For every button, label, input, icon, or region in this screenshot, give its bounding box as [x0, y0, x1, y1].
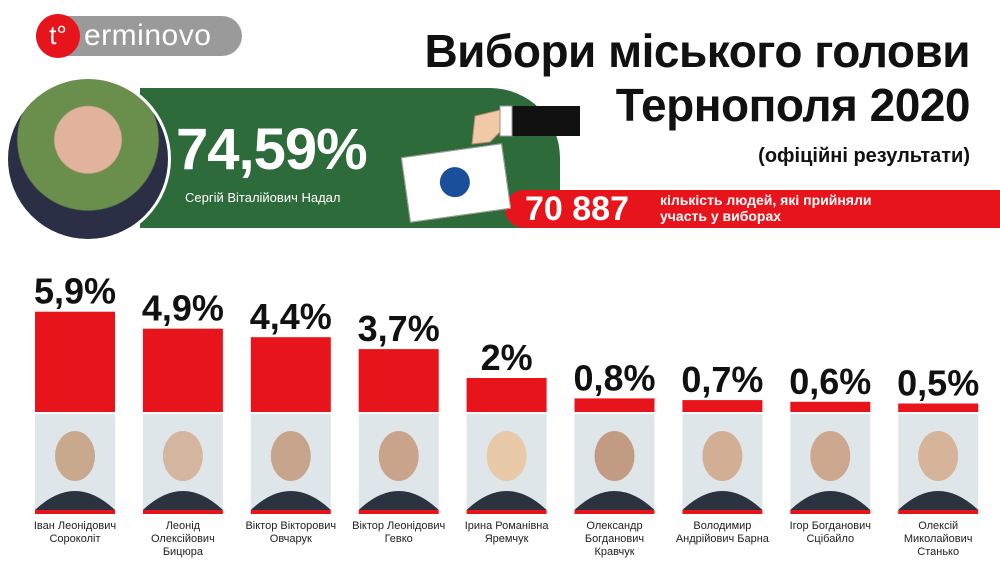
logo-text: erminovo [84, 19, 212, 52]
candidate-face [594, 431, 635, 481]
candidate-face [918, 431, 959, 481]
candidate-name: Іван Леонідович Сороколіт [33, 520, 117, 545]
bar [898, 403, 979, 412]
logo-mark: t° [36, 14, 80, 58]
value-label: 4,9% [142, 288, 224, 329]
bar [682, 400, 763, 412]
candidate-body [790, 491, 871, 510]
candidate-name: Ігор Богданович Сцібайло [789, 520, 871, 545]
candidate-face [378, 431, 419, 481]
photo-underline [682, 510, 763, 514]
candidate-name: Віктор Вікторович Овчарук [245, 520, 337, 545]
candidate-face [55, 431, 95, 481]
bar [358, 349, 439, 412]
candidate-face [162, 431, 203, 481]
turnout-label: кількість людей, які прийняли участь у в… [660, 192, 872, 224]
candidate-face [270, 431, 311, 481]
candidate-face [486, 431, 527, 481]
bar [574, 398, 655, 412]
bar [790, 401, 871, 412]
candidate-body [898, 491, 979, 510]
candidate-body [574, 491, 655, 510]
candidate-body [250, 491, 331, 510]
candidate-face [810, 431, 851, 481]
title: Вибори міського голови Тернополя 2020 [424, 25, 970, 131]
turnout-band [505, 190, 1000, 228]
candidate-name: Олександр Богданович Кравчук [584, 520, 645, 558]
bar [142, 328, 223, 412]
photo-underline [358, 510, 439, 514]
photo-underline [142, 510, 223, 514]
turnout-value: 70 887 [525, 190, 629, 228]
photo-underline [574, 510, 655, 514]
candidate-name: Ірина Романівна Яремчук [464, 520, 549, 545]
bar [35, 311, 115, 412]
photo-underline [250, 510, 331, 514]
value-label: 5,9% [34, 271, 116, 312]
value-label: 0,7% [681, 359, 763, 400]
candidate-body [142, 491, 223, 510]
candidate-body [466, 491, 547, 510]
bar [466, 378, 547, 412]
value-label: 0,8% [573, 357, 655, 398]
subtitle: (офіційні результати) [758, 145, 970, 167]
candidate-body [682, 491, 763, 510]
photo-underline [898, 510, 979, 514]
candidate-name: Віктор Леонідович Гевко [352, 520, 446, 545]
candidate-name: Леонід Олексійович Бицюра [150, 520, 215, 558]
hand-icon [471, 105, 580, 145]
candidate-name: Олексій Миколайович Станько [903, 520, 973, 558]
value-label: 0,6% [789, 361, 871, 402]
winner-photo [5, 76, 171, 242]
winner-value: 74,59% [176, 117, 368, 182]
photo-underline [466, 510, 547, 514]
photo-underline [790, 510, 871, 514]
value-label: 4,4% [250, 296, 332, 337]
value-label: 0,5% [897, 363, 979, 404]
candidate-body [358, 491, 439, 510]
value-label: 3,7% [358, 308, 440, 349]
value-label: 2% [481, 337, 533, 378]
logo: t° erminovo [36, 14, 242, 58]
winner-name: Сергій Віталійович Надал [185, 190, 341, 205]
bar [250, 337, 331, 412]
candidate-name: Володимир Андрійович Барна [675, 520, 769, 545]
photo-underline [35, 510, 115, 514]
candidate-body [35, 491, 115, 510]
candidate-face [702, 431, 743, 481]
